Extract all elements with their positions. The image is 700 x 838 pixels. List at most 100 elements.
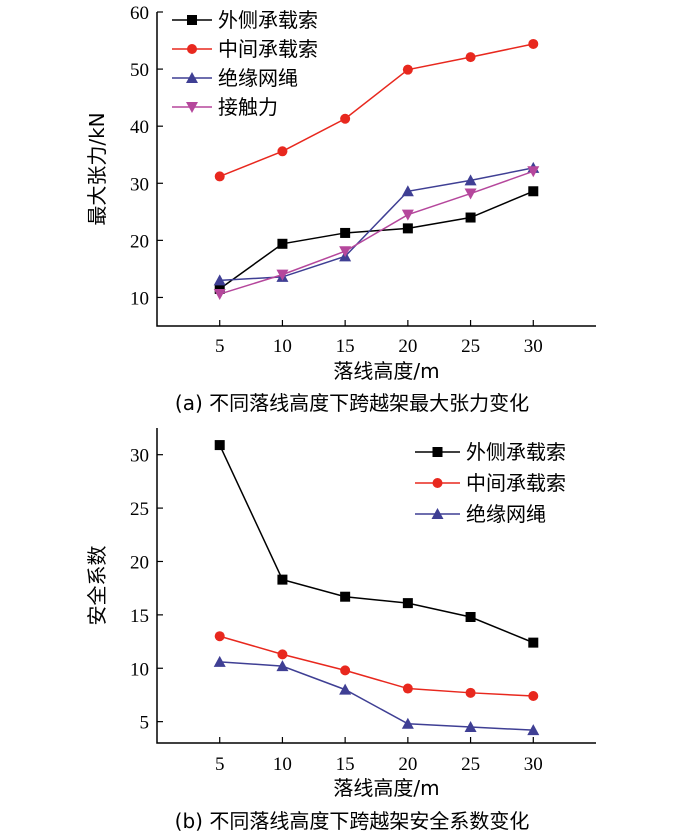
y-tick-label: 20 — [130, 231, 149, 252]
x-tick-label: 15 — [336, 754, 355, 775]
data-point — [528, 186, 539, 197]
x-tick-label: 30 — [524, 754, 543, 775]
series-line — [219, 43, 534, 178]
legend-entry: 绝缘网绳 — [415, 502, 546, 526]
y-tick-label: 30 — [130, 446, 149, 467]
data-point — [527, 724, 540, 736]
legend-label: 外侧承载索 — [218, 8, 318, 32]
y-axis-label: 最大张力/kN — [85, 112, 109, 225]
data-point — [465, 612, 476, 622]
data-point — [277, 238, 288, 249]
data-point — [340, 591, 351, 602]
x-tick-label: 5 — [215, 754, 225, 775]
x-tick-label: 10 — [273, 336, 292, 357]
figure-caption: (a) 不同落线高度下跨越架最大张力变化 — [175, 391, 529, 415]
legend-marker — [186, 72, 198, 83]
series-line — [219, 635, 534, 697]
x-tick-label: 15 — [336, 336, 355, 357]
data-point — [339, 246, 352, 258]
y-tick-label: 15 — [130, 606, 149, 627]
legend-marker — [432, 478, 443, 488]
axes-frame — [156, 12, 596, 327]
series-1 — [214, 631, 539, 702]
y-tick-label: 10 — [130, 659, 149, 680]
data-point — [402, 64, 413, 75]
axes-frame — [156, 428, 596, 744]
y-tick-label: 20 — [130, 552, 149, 573]
x-tick-label: 20 — [398, 336, 417, 357]
data-point — [527, 166, 540, 178]
x-tick-label: 10 — [273, 754, 292, 775]
data-point — [276, 269, 289, 281]
data-point — [464, 720, 477, 732]
data-point — [528, 691, 539, 702]
figure-caption: (b) 不同落线高度下跨越架安全系数变化 — [175, 809, 530, 833]
legend-marker — [187, 44, 197, 54]
data-point — [465, 212, 476, 223]
series-1 — [214, 38, 539, 182]
data-point — [465, 687, 476, 698]
legend-marker — [186, 102, 198, 113]
legend-marker — [187, 15, 197, 25]
series-line — [219, 661, 534, 731]
x-tick-label: 5 — [215, 336, 225, 357]
legend-entry: 中间承载索 — [172, 37, 318, 61]
data-point — [213, 289, 226, 301]
legend-entry: 外侧承载索 — [415, 440, 566, 464]
legend-entry: 接触力 — [172, 95, 278, 119]
data-point — [340, 665, 351, 676]
data-point — [528, 637, 539, 648]
legend-label: 绝缘网绳 — [466, 502, 546, 526]
data-point — [214, 440, 225, 451]
data-point — [528, 38, 539, 49]
y-tick-label: 40 — [130, 117, 149, 138]
legend-label: 外侧承载索 — [466, 440, 566, 464]
data-point — [340, 227, 351, 238]
data-point — [464, 174, 477, 186]
x-tick-label: 30 — [524, 336, 543, 357]
data-point — [401, 717, 414, 729]
data-point — [276, 660, 289, 672]
data-point — [465, 52, 476, 63]
legend-label: 接触力 — [218, 95, 278, 119]
y-tick-label: 25 — [130, 499, 149, 520]
x-axis-label: 落线高度/m — [333, 776, 439, 800]
y-tick-label: 60 — [130, 3, 149, 24]
series-0 — [214, 186, 539, 294]
y-axis-label: 安全系数 — [85, 546, 109, 626]
data-point — [213, 655, 226, 667]
series-line — [219, 167, 534, 282]
legend-label: 中间承载索 — [218, 37, 318, 61]
y-tick-label: 30 — [130, 174, 149, 195]
data-point — [464, 188, 477, 200]
data-point — [214, 283, 225, 294]
data-point — [402, 223, 413, 234]
data-point — [277, 649, 288, 660]
data-point — [214, 171, 225, 182]
data-point — [340, 113, 351, 124]
legend-label: 绝缘网绳 — [218, 66, 298, 90]
legend-entry: 外侧承载索 — [172, 8, 318, 32]
series-2 — [213, 161, 540, 286]
series-2 — [213, 655, 540, 736]
data-point — [214, 631, 225, 642]
legend-entry: 中间承载索 — [415, 471, 566, 495]
data-point — [401, 185, 414, 197]
series-3 — [213, 166, 540, 301]
series-0 — [214, 440, 539, 648]
y-tick-label: 5 — [140, 713, 150, 734]
data-point — [213, 274, 226, 286]
data-point — [402, 598, 413, 609]
data-point — [277, 574, 288, 585]
series-line — [219, 170, 534, 295]
data-point — [339, 683, 352, 695]
y-tick-label: 10 — [130, 288, 149, 309]
legend-entry: 绝缘网绳 — [172, 66, 298, 90]
data-point — [401, 209, 414, 221]
x-axis-label: 落线高度/m — [333, 359, 439, 383]
legend-marker — [432, 447, 443, 457]
x-tick-label: 20 — [398, 754, 417, 775]
data-point — [402, 683, 413, 694]
